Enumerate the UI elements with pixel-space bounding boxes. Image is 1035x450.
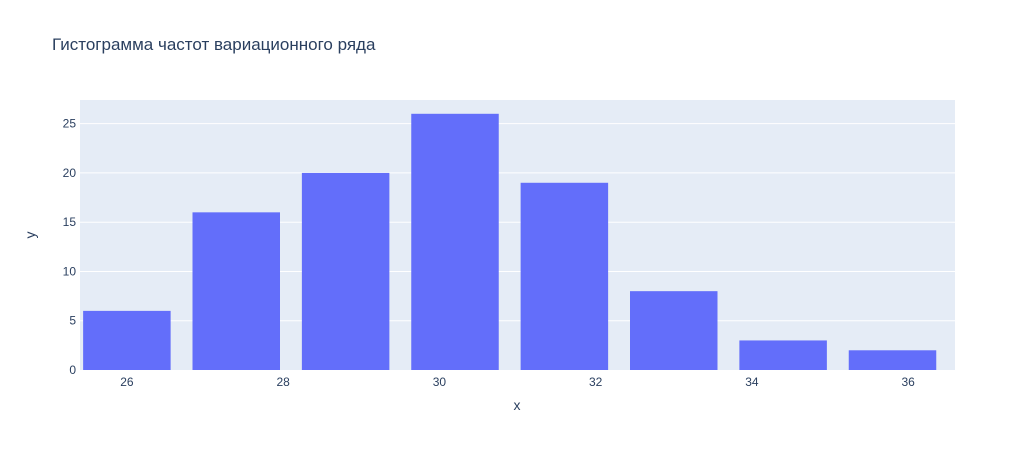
bar-2: [301, 172, 390, 370]
x-axis-ticks: 26 28 30 32 34 36: [120, 375, 915, 389]
y-axis-ticks: 0 5 10 15 20 25: [63, 117, 77, 377]
y-axis-title: y: [22, 232, 38, 239]
bar-6: [739, 340, 827, 370]
x-tick-label: 28: [276, 375, 290, 389]
bar-1: [192, 212, 280, 370]
y-tick-label: 5: [69, 314, 76, 328]
bar-0: [83, 310, 171, 370]
y-tick-label: 0: [69, 363, 76, 377]
y-tick-label: 15: [63, 215, 77, 229]
x-tick-label: 32: [589, 375, 603, 389]
bar-5: [630, 291, 718, 370]
x-tick-label: 26: [120, 375, 134, 389]
bar-4: [520, 182, 609, 370]
bar-3: [411, 113, 499, 370]
x-tick-label: 34: [745, 375, 759, 389]
x-tick-label: 36: [901, 375, 915, 389]
chart-title: Гистограмма частот вариационного ряда: [52, 35, 376, 54]
bars: [83, 113, 937, 370]
y-tick-label: 20: [63, 166, 77, 180]
y-tick-label: 10: [63, 264, 77, 278]
y-tick-label: 25: [63, 117, 77, 131]
x-axis-title: x: [514, 397, 521, 413]
bar-7: [848, 350, 937, 370]
x-tick-label: 30: [433, 375, 447, 389]
